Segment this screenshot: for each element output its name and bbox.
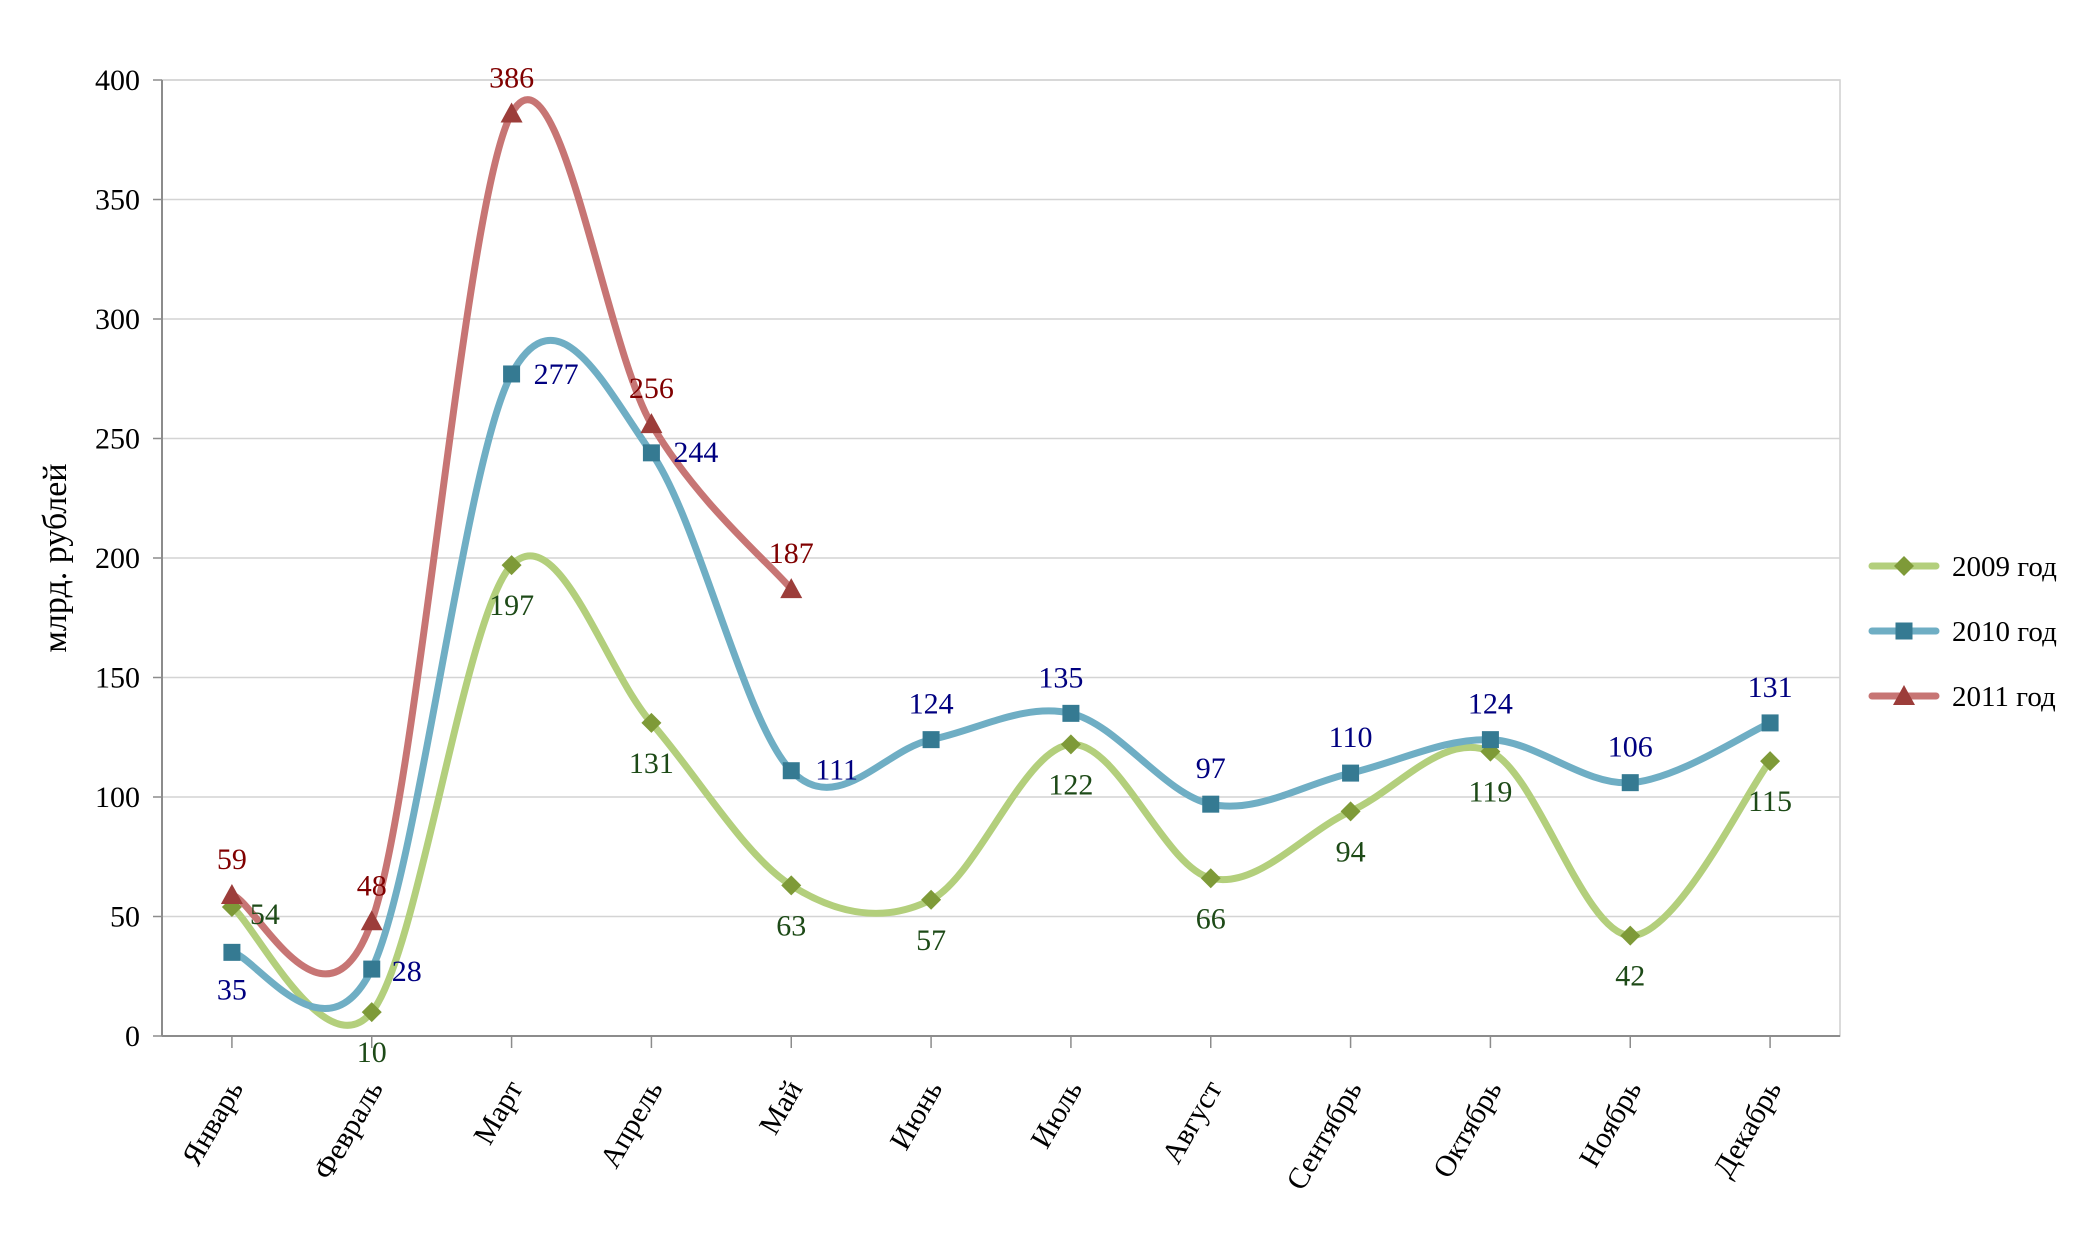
x-tick-label: Май (753, 1075, 810, 1140)
y-tick-label: 400 (95, 64, 140, 97)
data-label: 57 (916, 924, 946, 957)
x-tick-label: Апрель (594, 1075, 670, 1174)
data-labels: 54 10 197 131 63 57 122 66 94 119 42 115 35 28 277 244 1… (217, 61, 1793, 1069)
series-lines (228, 96, 1774, 1029)
y-tick-label: 350 (95, 184, 140, 217)
y-axis-title: млрд. рублей (37, 463, 74, 652)
data-point (1621, 774, 1639, 792)
data-label: 28 (392, 955, 422, 988)
data-label: 97 (1196, 752, 1226, 785)
x-tick-label: Январь (175, 1075, 250, 1171)
data-label: 66 (1196, 902, 1226, 935)
y-tick-label: 0 (125, 1020, 140, 1053)
data-label: 124 (1468, 688, 1513, 721)
legend-marker (1893, 685, 1915, 705)
y-tick-label: 50 (110, 901, 140, 934)
data-label: 115 (1748, 785, 1792, 818)
data-point (642, 444, 660, 462)
data-label: 197 (489, 589, 534, 622)
data-point (641, 712, 662, 733)
data-point (1060, 734, 1081, 755)
data-label: 386 (489, 61, 534, 94)
data-label: 59 (217, 843, 247, 876)
data-point (1761, 714, 1779, 732)
data-point (922, 731, 940, 749)
data-point (781, 875, 802, 896)
data-point (1481, 731, 1499, 749)
data-label: 131 (629, 747, 674, 780)
data-label: 187 (769, 537, 814, 570)
data-point (1342, 764, 1360, 782)
series-line (228, 96, 795, 978)
axes: 0 50 100 150 200 250 300 350 400 Январь Февраль Мар… (37, 64, 1840, 1196)
x-tick-label: Декабрь (1707, 1075, 1788, 1183)
x-tick-label: Июль (1024, 1075, 1089, 1154)
data-label: 135 (1038, 661, 1083, 694)
x-tick-label: Сентябрь (1280, 1075, 1369, 1196)
series-line (228, 336, 1774, 1012)
legend-marker (1895, 622, 1913, 640)
y-tick-label: 100 (95, 781, 140, 814)
data-point (501, 555, 522, 576)
series-markers (220, 102, 1781, 1023)
data-point (220, 883, 243, 904)
data-point (223, 943, 241, 961)
data-point (503, 365, 521, 383)
data-label: 111 (815, 754, 858, 787)
data-label: 131 (1748, 671, 1793, 704)
x-tick-label: Июнь (884, 1075, 949, 1155)
data-label: 35 (217, 973, 247, 1006)
data-label: 106 (1608, 731, 1653, 764)
data-point (1760, 751, 1781, 772)
data-label: 119 (1468, 776, 1512, 809)
data-label: 10 (357, 1036, 387, 1069)
legend-label: 2011 год (1952, 681, 2056, 713)
data-point (780, 578, 803, 599)
data-label: 54 (250, 898, 280, 931)
y-tick-label: 300 (95, 303, 140, 336)
data-point (640, 413, 663, 434)
y-tick-label: 200 (95, 542, 140, 575)
data-label: 122 (1048, 768, 1093, 801)
legend: 2009 год 2010 год 2011 год (1868, 551, 2057, 713)
data-point (1620, 925, 1641, 946)
data-label: 256 (629, 372, 674, 405)
data-point (782, 762, 800, 780)
data-label: 42 (1615, 960, 1645, 993)
data-point (1200, 868, 1221, 889)
data-point (921, 889, 942, 910)
y-tick-label: 150 (95, 662, 140, 695)
legend-label: 2010 год (1952, 616, 2057, 648)
data-label: 110 (1329, 721, 1373, 754)
data-point (363, 960, 381, 978)
data-label: 94 (1336, 835, 1366, 868)
x-tick-label: Февраль (307, 1075, 390, 1185)
data-label: 63 (776, 909, 806, 942)
x-tick-label: Август (1155, 1075, 1228, 1169)
x-tick-label: Октябрь (1427, 1075, 1509, 1184)
data-point (500, 102, 523, 123)
data-point (361, 1002, 382, 1023)
legend-label: 2009 год (1952, 551, 2057, 583)
data-point (1062, 704, 1080, 722)
series-line (228, 552, 1774, 1029)
legend-marker (1894, 556, 1914, 576)
data-label: 244 (673, 436, 718, 469)
data-label: 124 (909, 688, 954, 721)
data-label: 277 (534, 358, 579, 391)
x-tick-label: Март (467, 1075, 529, 1150)
x-tick-label: Ноябрь (1573, 1075, 1649, 1173)
data-point (1202, 795, 1220, 813)
data-point (360, 910, 383, 931)
data-label: 48 (357, 869, 387, 902)
y-tick-label: 250 (95, 423, 140, 456)
data-point (1340, 801, 1361, 822)
